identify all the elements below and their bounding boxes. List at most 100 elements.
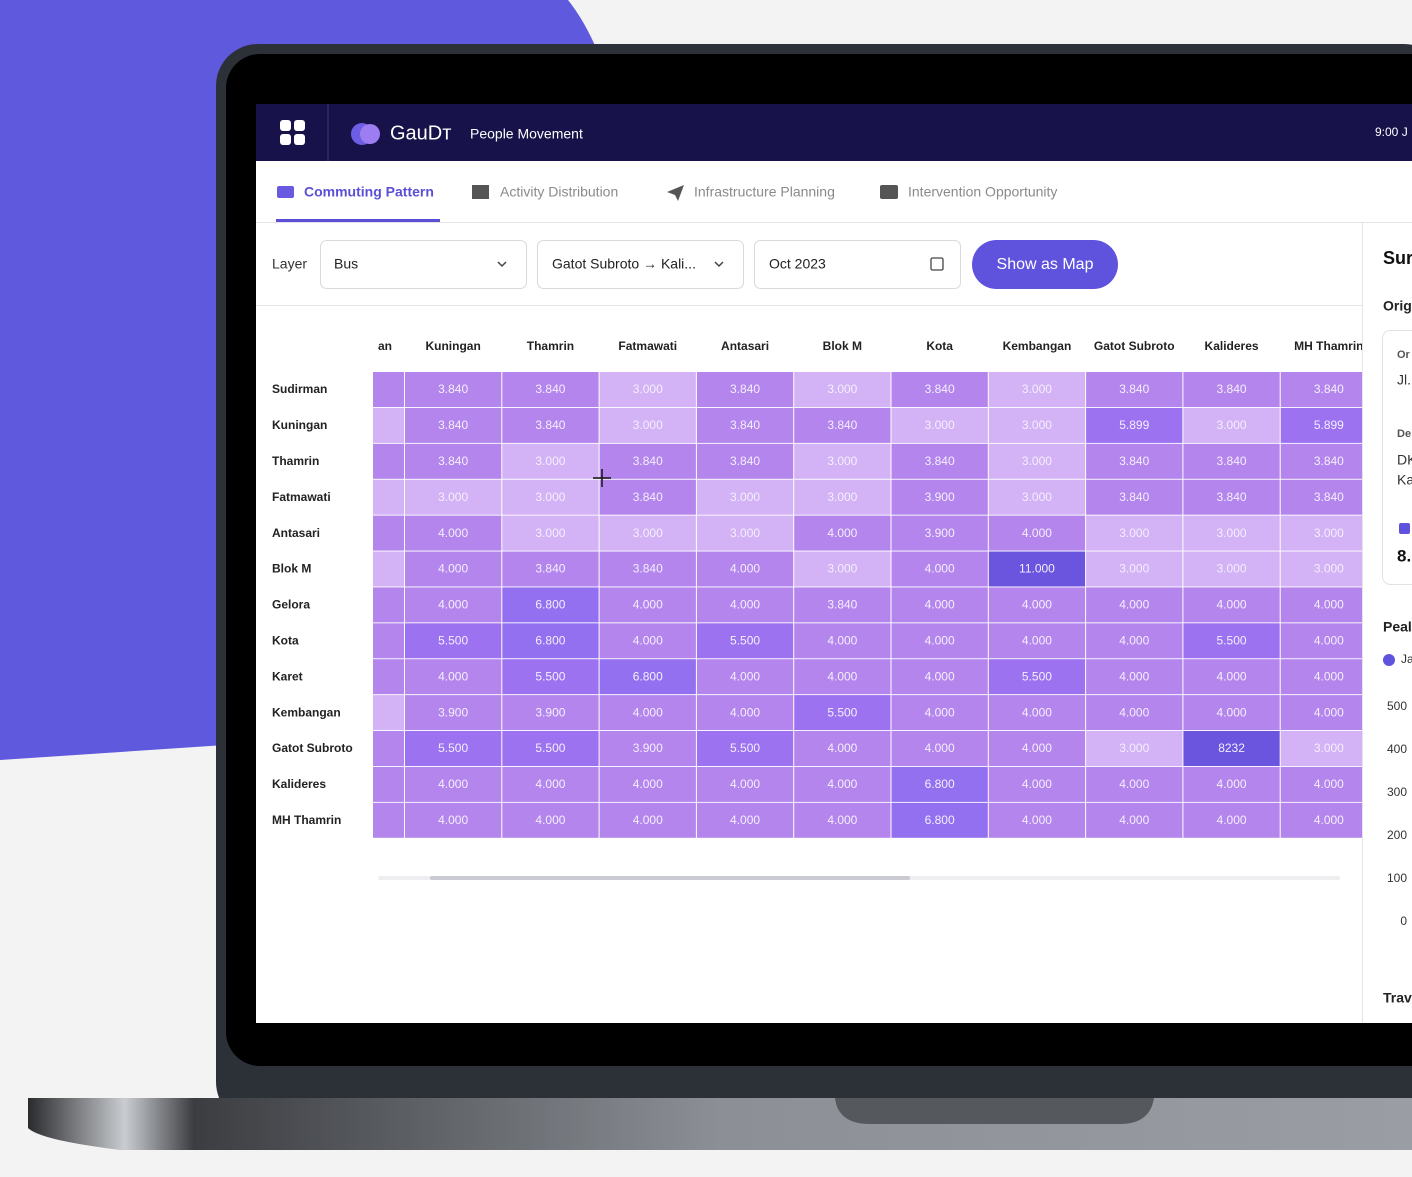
move-cursor [593, 469, 611, 487]
cell-value: 3.840 [730, 454, 760, 468]
cell [794, 372, 891, 407]
cell-value: 5.899 [1314, 418, 1344, 432]
cell [1086, 766, 1183, 802]
cell-value: 3.840 [827, 598, 857, 612]
cell-value: 3.840 [730, 382, 760, 396]
column-header: Thamrin [527, 339, 574, 353]
cell-value: 6.800 [535, 633, 565, 647]
cell-value: 4.000 [730, 598, 760, 612]
cell [891, 372, 988, 407]
cell [1086, 479, 1183, 515]
cell [1280, 802, 1362, 838]
cell-value: 4.000 [925, 705, 955, 719]
column-header: an [378, 339, 392, 353]
cell [988, 407, 1086, 443]
cell [1183, 659, 1280, 695]
tab[interactable]: Infrastructure Planning [694, 184, 835, 200]
cell-value: 4.000 [827, 669, 857, 683]
cell-value: 3.000 [633, 382, 663, 396]
cell [502, 443, 599, 479]
cell [373, 731, 404, 766]
cell-value: 4.000 [1314, 633, 1344, 647]
cell-value: 3.000 [827, 454, 857, 468]
tab[interactable]: Activity Distribution [500, 184, 618, 200]
cell [988, 802, 1086, 838]
cell [696, 659, 794, 695]
cell-value: 3.000 [1022, 490, 1052, 504]
cell [502, 407, 599, 443]
cell [405, 407, 502, 443]
cell [599, 659, 696, 695]
cell [502, 479, 599, 515]
cell-value: 3.840 [1217, 382, 1247, 396]
cell-value: 3.000 [633, 526, 663, 540]
tab[interactable]: Intervention Opportunity [908, 184, 1057, 200]
cell [502, 659, 599, 695]
cell [599, 372, 696, 407]
layer-select[interactable] [320, 240, 527, 289]
cell-value: 3.000 [1119, 526, 1149, 540]
y-tick-label: 0 [1400, 914, 1407, 928]
cell [1183, 551, 1280, 587]
cell [891, 802, 988, 838]
cell-value: 4.000 [1022, 598, 1052, 612]
cell-value: 3.900 [925, 490, 955, 504]
apps-icon[interactable] [280, 120, 305, 145]
card-value: DK [1397, 452, 1412, 468]
cell-value: 4.000 [730, 777, 760, 791]
cell [891, 551, 988, 587]
scroll-thumb[interactable] [430, 876, 910, 880]
cell [599, 731, 696, 766]
cell [502, 802, 599, 838]
row-label: Blok M [272, 562, 311, 576]
chevron [497, 261, 507, 268]
cell [1280, 551, 1362, 587]
date-picker[interactable] [754, 240, 961, 289]
cell-value: 4.000 [535, 777, 565, 791]
y-tick-label: 500 [1387, 699, 1407, 713]
show-map-button[interactable] [972, 240, 1118, 289]
cell [373, 766, 404, 802]
y-tick-label: 300 [1387, 785, 1407, 799]
cell-value: 3.000 [1022, 418, 1052, 432]
tab-active[interactable]: Commuting Pattern [304, 184, 434, 200]
cell [405, 623, 502, 659]
logo [360, 124, 380, 144]
cell [891, 515, 988, 551]
tab-icon [667, 185, 684, 201]
cell-value: 4.000 [1314, 669, 1344, 683]
cell-value: 3.840 [633, 454, 663, 468]
cell-value: 3.840 [925, 454, 955, 468]
cell-value: 4.000 [827, 741, 857, 755]
cell [988, 766, 1086, 802]
cell-value: 4.000 [925, 633, 955, 647]
cell [373, 372, 404, 407]
cell-value: 4.000 [633, 598, 663, 612]
cell [1086, 443, 1183, 479]
cell-value: 3.000 [827, 490, 857, 504]
cell-value: 3.000 [1217, 418, 1247, 432]
cell-value: 5.500 [1217, 633, 1247, 647]
cell [1183, 623, 1280, 659]
cell [1280, 443, 1362, 479]
cell-value: 3.000 [925, 418, 955, 432]
cell-value: 4.000 [1314, 813, 1344, 827]
route-select[interactable] [537, 240, 744, 289]
cell-value: 3.840 [1314, 382, 1344, 396]
cell [696, 802, 794, 838]
row-label: Thamrin [272, 454, 319, 468]
card-value: Jl. [1397, 372, 1411, 388]
product-name: People Movement [470, 126, 583, 142]
cell-value: 3.840 [730, 418, 760, 432]
cell-value: 4.000 [1022, 813, 1052, 827]
cell [1183, 766, 1280, 802]
button-label: Show as Map [997, 256, 1094, 273]
row-label: Karet [272, 669, 303, 683]
cell-value: 3.840 [1119, 490, 1149, 504]
cell [599, 479, 696, 515]
cell-value: 4.000 [827, 777, 857, 791]
cell-value: 4.000 [1119, 777, 1149, 791]
cell [891, 766, 988, 802]
cell [1183, 731, 1280, 766]
